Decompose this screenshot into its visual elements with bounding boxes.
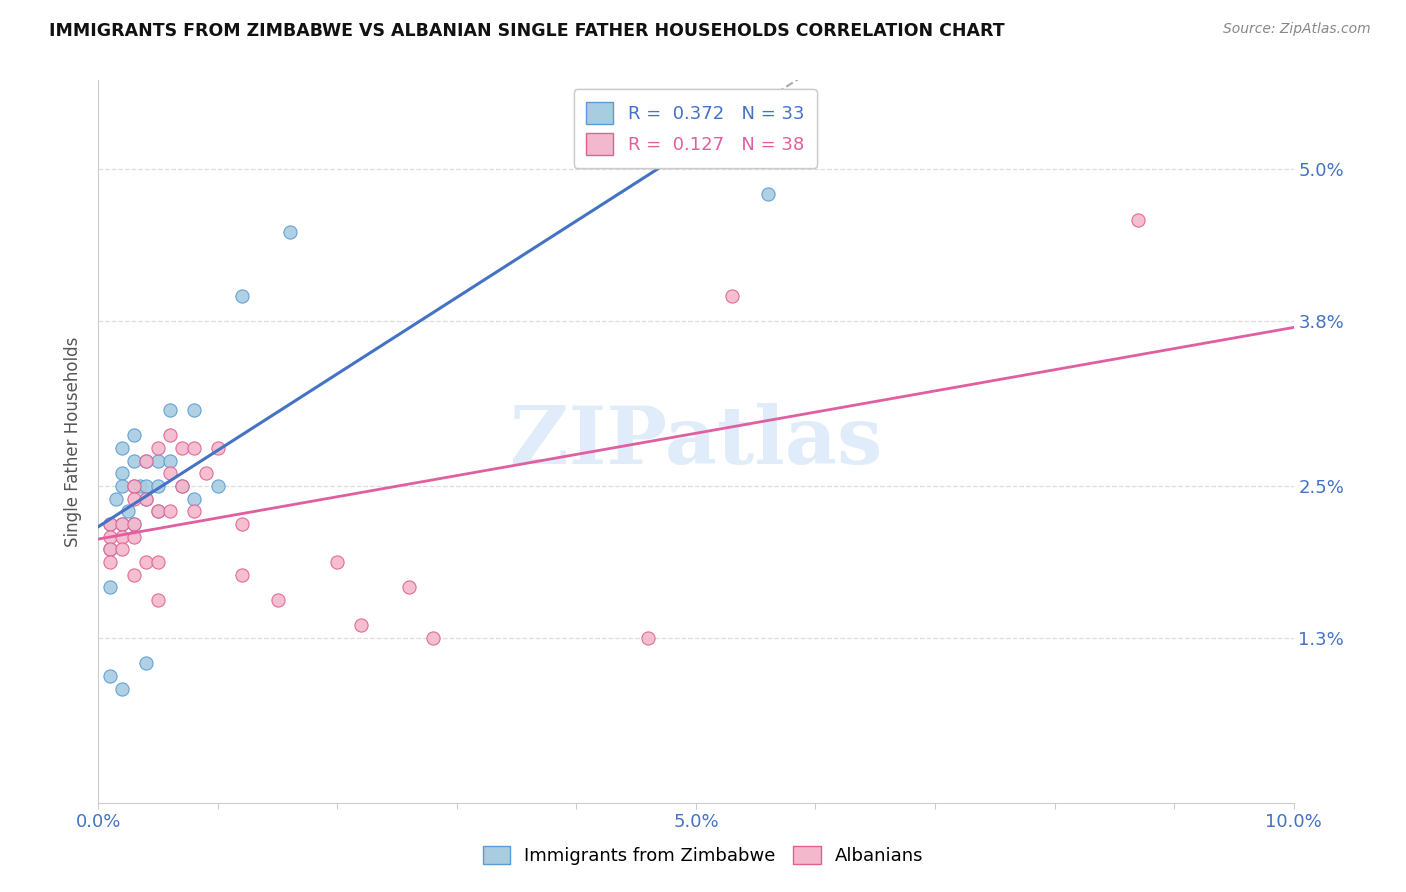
Point xyxy=(231,289,253,303)
Point xyxy=(111,516,134,531)
Point xyxy=(117,504,139,518)
Point xyxy=(231,516,253,531)
Point xyxy=(159,467,181,481)
Point xyxy=(756,187,779,202)
Point xyxy=(148,479,170,493)
Point xyxy=(326,555,349,569)
Point xyxy=(98,542,122,557)
Point xyxy=(135,491,157,506)
Point xyxy=(98,669,122,683)
Point xyxy=(135,657,157,671)
Point xyxy=(124,567,146,582)
Point xyxy=(207,479,229,493)
Point xyxy=(422,631,444,645)
Point xyxy=(111,681,134,696)
Point xyxy=(183,504,205,518)
Point xyxy=(124,428,146,442)
Point xyxy=(721,289,744,303)
Point xyxy=(231,567,253,582)
Point xyxy=(135,479,157,493)
Point xyxy=(124,453,146,467)
Y-axis label: Single Father Households: Single Father Households xyxy=(65,336,83,547)
Point xyxy=(135,453,157,467)
Point xyxy=(195,467,218,481)
Point xyxy=(135,453,157,467)
Point xyxy=(111,530,134,544)
Point xyxy=(105,491,128,506)
Point xyxy=(637,631,659,645)
Point xyxy=(124,516,146,531)
Point xyxy=(1128,212,1150,227)
Point xyxy=(98,530,122,544)
Point xyxy=(98,542,122,557)
Point xyxy=(148,441,170,455)
Point xyxy=(111,542,134,557)
Point xyxy=(98,516,122,531)
Point xyxy=(159,453,181,467)
Text: Source: ZipAtlas.com: Source: ZipAtlas.com xyxy=(1223,22,1371,37)
Legend: R =  0.372   N = 33, R =  0.127   N = 38: R = 0.372 N = 33, R = 0.127 N = 38 xyxy=(574,89,817,168)
Point xyxy=(398,580,420,594)
Point xyxy=(98,555,122,569)
Point xyxy=(148,593,170,607)
Legend: Immigrants from Zimbabwe, Albanians: Immigrants from Zimbabwe, Albanians xyxy=(474,837,932,874)
Point xyxy=(129,479,152,493)
Point xyxy=(278,226,301,240)
Point xyxy=(159,402,181,417)
Text: ZIPatlas: ZIPatlas xyxy=(510,402,882,481)
Point xyxy=(650,136,672,151)
Point xyxy=(350,618,373,632)
Point xyxy=(111,441,134,455)
Point xyxy=(172,479,194,493)
Point xyxy=(135,491,157,506)
Point xyxy=(172,441,194,455)
Point xyxy=(183,402,205,417)
Point xyxy=(207,441,229,455)
Point xyxy=(183,441,205,455)
Point xyxy=(148,555,170,569)
Point xyxy=(111,479,134,493)
Point xyxy=(111,467,134,481)
Point xyxy=(172,479,194,493)
Point xyxy=(98,516,122,531)
Point xyxy=(124,491,146,506)
Text: IMMIGRANTS FROM ZIMBABWE VS ALBANIAN SINGLE FATHER HOUSEHOLDS CORRELATION CHART: IMMIGRANTS FROM ZIMBABWE VS ALBANIAN SIN… xyxy=(49,22,1005,40)
Point xyxy=(124,479,146,493)
Point xyxy=(183,491,205,506)
Point xyxy=(148,504,170,518)
Point xyxy=(124,516,146,531)
Point xyxy=(159,428,181,442)
Point xyxy=(135,555,157,569)
Point xyxy=(148,453,170,467)
Point xyxy=(124,530,146,544)
Point xyxy=(98,580,122,594)
Point xyxy=(124,479,146,493)
Point xyxy=(267,593,290,607)
Point xyxy=(111,516,134,531)
Point xyxy=(148,504,170,518)
Point xyxy=(159,504,181,518)
